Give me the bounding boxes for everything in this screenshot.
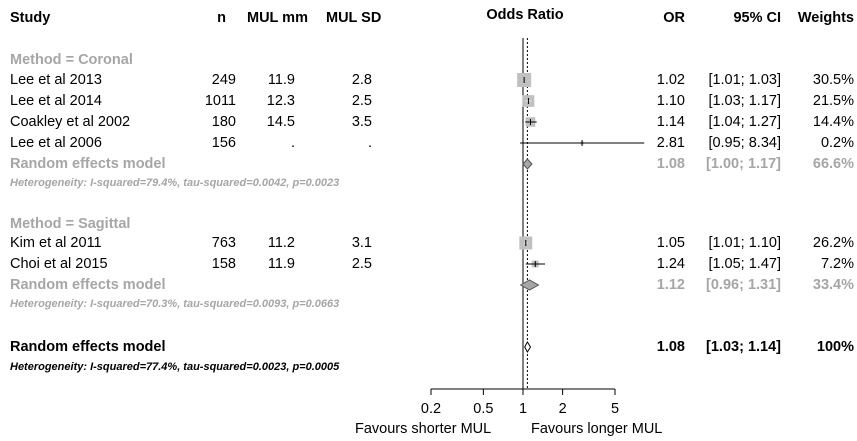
- subgroup-model-or: 1.12: [656, 277, 685, 293]
- study-mul-mm: 11.9: [267, 72, 295, 88]
- header-study: Study: [10, 10, 51, 26]
- study-n: 1011: [204, 93, 236, 109]
- axis-label-right: Favours longer MUL: [531, 421, 663, 437]
- study-n: 763: [211, 235, 236, 251]
- study-mul-sd: 3.5: [351, 114, 372, 130]
- header-n: n: [217, 10, 226, 26]
- study-weight: 21.5%: [812, 93, 854, 109]
- study-n: 156: [211, 135, 236, 151]
- subgroup-label-sagittal: Method = Sagittal: [10, 216, 131, 232]
- study-mul-sd: 2.5: [351, 256, 372, 272]
- overall-heterogeneity: Heterogeneity: I-squared=77.4%, tau-squa…: [10, 361, 340, 373]
- x-tick-label: 5: [611, 401, 619, 417]
- header-odds-ratio: Odds Ratio: [486, 7, 564, 23]
- study-or: 1.24: [656, 256, 685, 272]
- study-weight: 30.5%: [812, 72, 854, 88]
- overall-model-ci: [1.03; 1.14]: [706, 339, 781, 355]
- study-mul-sd: 3.1: [351, 235, 372, 251]
- study-name: Lee et al 2014: [10, 93, 102, 109]
- subgroup-model-label: Random effects model: [10, 156, 166, 172]
- study-name: Kim et al 2011: [10, 235, 102, 251]
- study-ci: [1.05; 1.47]: [708, 256, 781, 272]
- study-n: 249: [211, 72, 236, 88]
- study-mul-mm: 11.2: [267, 235, 295, 251]
- subgroup-label-coronal: Method = Coronal: [10, 52, 133, 68]
- study-or: 1.10: [656, 93, 685, 109]
- study-weight: 0.2%: [820, 135, 854, 151]
- subgroup-model-or: 1.08: [656, 156, 685, 172]
- study-name: Lee et al 2006: [10, 135, 102, 151]
- study-name: Choi et al 2015: [10, 256, 108, 272]
- x-tick-label: 0.5: [473, 401, 493, 417]
- header-ci: 95% CI: [733, 10, 781, 26]
- subgroup-model-ci: [0.96; 1.31]: [706, 277, 781, 293]
- overall-model-label: Random effects model: [10, 339, 166, 355]
- study-or: 1.05: [656, 235, 685, 251]
- subgroup-diamond: [522, 158, 533, 170]
- study-weight: 26.2%: [812, 235, 854, 251]
- study-mul-sd: 2.8: [351, 72, 372, 88]
- study-name: Lee et al 2013: [10, 72, 102, 88]
- study-weight: 7.2%: [820, 256, 854, 272]
- study-ci: [1.01; 1.03]: [708, 72, 781, 88]
- study-name: Coakley et al 2002: [10, 114, 131, 130]
- header-weights: Weights: [797, 10, 854, 26]
- study-mul-sd: 2.5: [351, 93, 372, 109]
- study-n: 158: [211, 256, 236, 272]
- subgroup-model-ci: [1.00; 1.17]: [706, 156, 781, 172]
- subgroup-model-label: Random effects model: [10, 277, 166, 293]
- overall-model-weight: 100%: [816, 339, 854, 355]
- subgroup-model-weight: 33.4%: [812, 277, 854, 293]
- study-or: 2.81: [656, 135, 685, 151]
- subgroup-model-weight: 66.6%: [812, 156, 854, 172]
- header-or: OR: [663, 10, 685, 26]
- study-ci: [1.01; 1.10]: [708, 235, 781, 251]
- header-mul-mm: MUL mm: [247, 10, 308, 26]
- study-ci: [1.03; 1.17]: [708, 93, 781, 109]
- overall-model-or: 1.08: [656, 339, 685, 355]
- subgroup-heterogeneity: Heterogeneity: I-squared=70.3%, tau-squa…: [10, 298, 340, 310]
- study-or: 1.14: [656, 114, 685, 130]
- study-mul-mm: .: [290, 135, 295, 151]
- study-mul-mm: 12.3: [266, 93, 295, 109]
- x-tick-label: 2: [559, 401, 567, 417]
- study-ci: [0.95; 8.34]: [708, 135, 781, 151]
- axis-label-left: Favours shorter MUL: [355, 421, 492, 437]
- header-mul-sd: MUL SD: [326, 10, 382, 26]
- study-n: 180: [211, 114, 236, 130]
- study-mul-mm: 11.9: [267, 256, 295, 272]
- study-weight: 14.4%: [812, 114, 854, 130]
- x-tick-label: 0.2: [421, 401, 441, 417]
- subgroup-heterogeneity: Heterogeneity: I-squared=79.4%, tau-squa…: [10, 177, 340, 189]
- study-ci: [1.04; 1.27]: [708, 114, 781, 130]
- x-tick-label: 1: [519, 401, 527, 417]
- study-or: 1.02: [656, 72, 685, 88]
- study-mul-sd: .: [367, 135, 372, 151]
- study-mul-mm: 14.5: [266, 114, 295, 130]
- subgroup-diamond: [519, 279, 540, 291]
- overall-diamond: [524, 341, 532, 353]
